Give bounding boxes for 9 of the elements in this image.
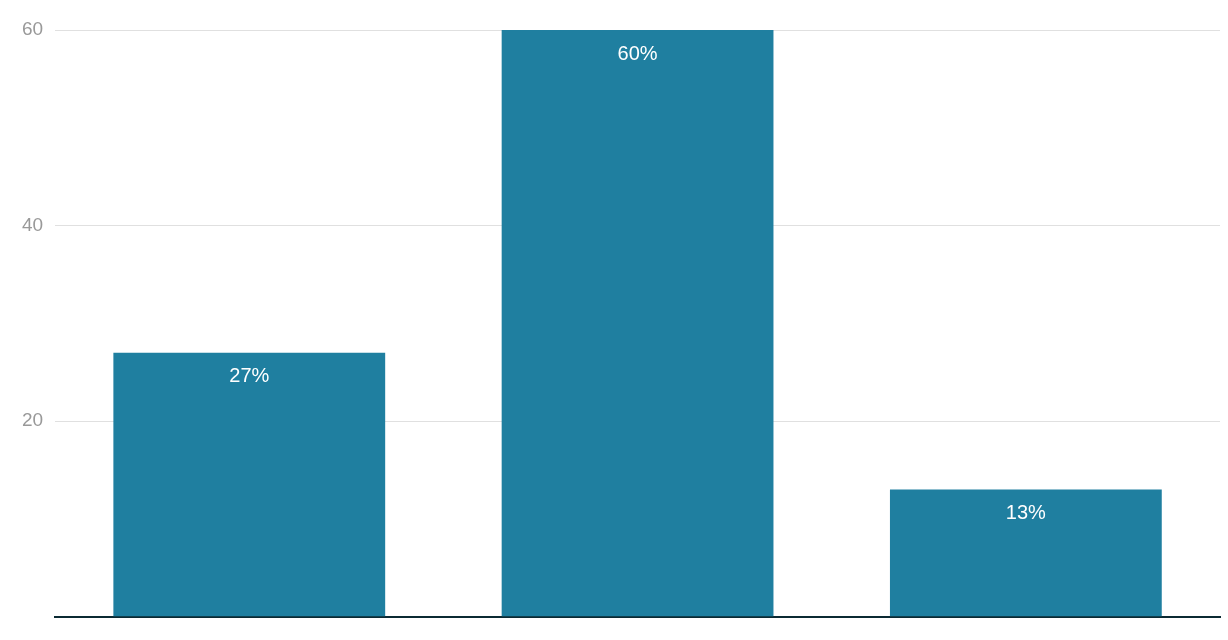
data-label: 60% xyxy=(617,41,658,64)
y-tick-label: 40 xyxy=(21,213,44,235)
y-tick-label: 20 xyxy=(21,409,44,431)
y-tick-label: 60 xyxy=(21,18,44,40)
bar xyxy=(113,352,386,617)
bar xyxy=(501,30,774,617)
data-label: 27% xyxy=(229,364,270,387)
data-label: 13% xyxy=(1005,501,1047,524)
bar xyxy=(889,489,1162,617)
